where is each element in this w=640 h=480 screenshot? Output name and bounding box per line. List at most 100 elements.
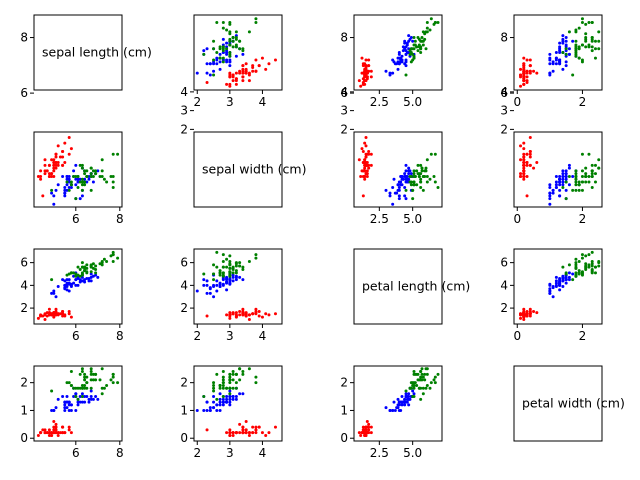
data-point	[41, 194, 45, 198]
data-point	[45, 314, 49, 318]
data-point	[212, 73, 216, 77]
data-point	[564, 197, 568, 201]
data-point	[39, 169, 43, 173]
data-point	[56, 285, 60, 288]
y-tick-label: 6	[340, 86, 348, 100]
data-point	[554, 279, 558, 283]
data-point	[247, 431, 251, 435]
data-point	[367, 422, 371, 426]
data-point	[83, 386, 87, 390]
data-point	[234, 386, 238, 390]
data-point	[228, 428, 232, 432]
data-point	[74, 272, 78, 276]
data-point	[564, 271, 568, 275]
data-point	[409, 183, 413, 187]
data-point	[391, 202, 395, 206]
data-point	[78, 400, 82, 404]
data-point	[218, 60, 222, 64]
data-point	[528, 155, 532, 159]
data-point	[564, 64, 568, 68]
y-tick-label: 2	[340, 122, 348, 136]
data-point	[241, 265, 245, 269]
data-point	[407, 34, 411, 38]
data-point	[43, 163, 47, 167]
data-point	[72, 169, 76, 173]
data-point	[561, 177, 565, 181]
data-point	[558, 282, 562, 286]
data-point	[111, 152, 115, 156]
data-point	[50, 291, 54, 295]
x-tick-label: 2	[579, 212, 587, 226]
data-point	[580, 253, 584, 257]
data-point	[241, 431, 245, 435]
panel-r1-c0: 6 8 6 8	[20, 31, 123, 226]
data-point	[532, 69, 536, 73]
data-point	[244, 62, 248, 66]
data-point	[577, 26, 581, 30]
data-point	[404, 188, 408, 192]
data-point	[400, 395, 404, 399]
data-point	[80, 180, 84, 184]
data-point	[264, 67, 268, 71]
data-point	[89, 172, 93, 176]
data-point	[205, 62, 209, 66]
data-point	[50, 191, 54, 195]
data-point	[61, 314, 65, 318]
data-point	[554, 180, 558, 184]
data-point	[593, 56, 597, 60]
data-point	[580, 273, 584, 277]
data-point	[63, 431, 67, 435]
data-point	[251, 69, 255, 73]
data-point	[564, 39, 568, 43]
data-point	[260, 431, 264, 435]
data-point	[111, 174, 115, 178]
data-point	[567, 278, 571, 282]
data-point	[83, 375, 87, 379]
data-point	[429, 152, 433, 156]
data-point	[391, 408, 395, 412]
data-point	[58, 155, 62, 159]
data-point	[522, 307, 526, 311]
data-point	[45, 169, 49, 173]
panel-r0-c0: sepal length (cm)	[33, 14, 152, 91]
data-point	[72, 174, 76, 178]
data-point	[225, 386, 229, 390]
data-point	[228, 397, 232, 401]
data-point	[416, 372, 420, 376]
y-tick-label: 0	[20, 431, 28, 445]
data-point	[98, 378, 102, 382]
data-point	[420, 36, 424, 39]
data-point	[218, 67, 222, 71]
data-point	[558, 180, 562, 184]
data-point	[363, 433, 367, 437]
data-point	[412, 36, 416, 39]
data-point	[65, 278, 69, 282]
data-point	[65, 273, 69, 277]
data-point	[116, 152, 120, 156]
data-point	[535, 161, 539, 165]
data-point	[525, 313, 529, 317]
data-point	[241, 64, 245, 68]
data-point	[407, 392, 411, 396]
data-point	[369, 75, 373, 79]
data-point	[56, 163, 60, 167]
panel-r2-c1: 2 3 4 2 4 6	[180, 248, 283, 343]
data-point	[404, 163, 408, 167]
data-point	[561, 51, 565, 54]
data-point	[67, 177, 71, 181]
data-point	[587, 152, 591, 156]
data-point	[212, 381, 216, 385]
data-point	[416, 378, 420, 382]
data-point	[225, 288, 229, 292]
data-point	[218, 392, 222, 396]
data-point	[584, 39, 588, 43]
data-point	[391, 71, 395, 75]
panel-r1-c1: sepal width (cm)	[193, 131, 306, 208]
data-point	[85, 266, 89, 270]
data-point	[218, 397, 222, 401]
data-point	[254, 375, 258, 379]
data-point	[571, 278, 575, 282]
data-point	[54, 163, 58, 167]
data-point	[357, 431, 361, 435]
data-point	[89, 166, 93, 170]
